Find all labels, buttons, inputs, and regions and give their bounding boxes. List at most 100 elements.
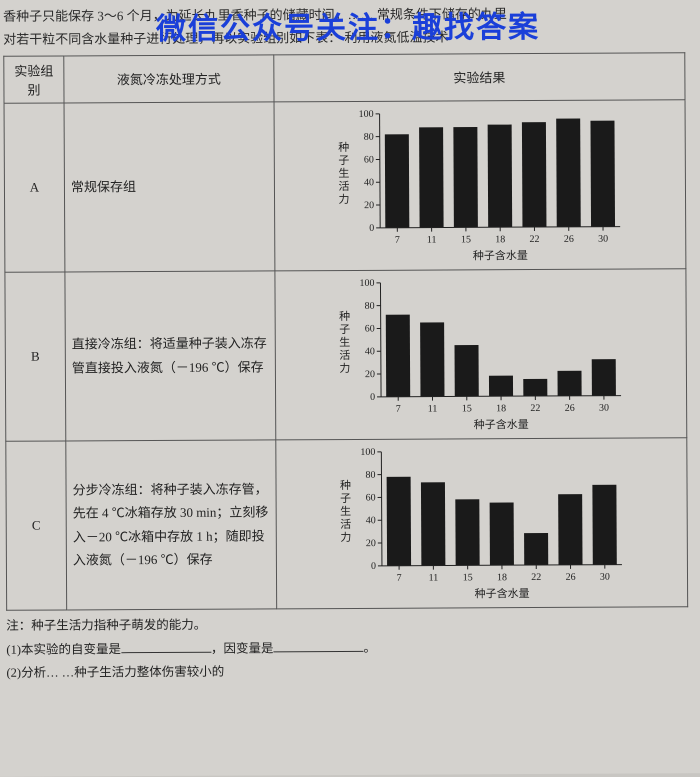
bar — [556, 118, 581, 226]
header-method: 液氮冷冻处理方式 — [64, 55, 274, 103]
bar — [524, 533, 548, 565]
svg-text:100: 100 — [359, 278, 374, 289]
note-line: (2)分析… …种子生活力整体伤害较小的 — [6, 659, 688, 686]
bar — [421, 482, 445, 565]
fill-blank[interactable] — [121, 640, 211, 653]
svg-text:80: 80 — [365, 469, 375, 480]
header-group: 实验组别 — [4, 56, 64, 103]
svg-text:20: 20 — [366, 538, 376, 549]
bar — [490, 502, 514, 565]
svg-text:22: 22 — [531, 572, 541, 583]
svg-text:子: 子 — [340, 492, 351, 505]
svg-text:40: 40 — [365, 346, 375, 357]
svg-text:0: 0 — [369, 223, 374, 234]
table-row: B直接冷冻组：将适量种子装入冻存管直接投入液氮（－196 ℃）保存 0 20 40 60… — [5, 269, 687, 442]
svg-text:活: 活 — [340, 518, 351, 531]
svg-text:26: 26 — [566, 572, 576, 583]
svg-text:子: 子 — [339, 323, 350, 336]
bar-chart-C: 0204060801007111518222630种子含水量种子生活力 — [331, 442, 632, 604]
bar — [522, 122, 547, 227]
bar — [420, 322, 444, 396]
svg-text:80: 80 — [365, 300, 375, 311]
svg-text:11: 11 — [428, 403, 438, 414]
svg-text:22: 22 — [530, 403, 540, 414]
svg-text:种: 种 — [338, 140, 349, 154]
header-result: 实验结果 — [274, 53, 685, 102]
svg-text:18: 18 — [496, 403, 506, 414]
watermark-text: 微信公众号关注：趣找答案 — [0, 1, 700, 49]
svg-text:26: 26 — [565, 403, 575, 414]
svg-text:子: 子 — [338, 154, 349, 167]
svg-text:种: 种 — [340, 478, 351, 492]
bar — [455, 499, 479, 565]
svg-text:11: 11 — [427, 234, 437, 245]
svg-text:力: 力 — [339, 362, 350, 375]
result-cell: 0 20 40 60 80 100 7 11 15 18 22 26 30 种子含水量 种子生活力 — [274, 100, 686, 271]
svg-text:种子含水量: 种子含水量 — [473, 248, 528, 262]
svg-text:60: 60 — [365, 323, 375, 334]
svg-text:40: 40 — [366, 515, 376, 526]
fill-blank[interactable] — [273, 639, 363, 652]
svg-text:26: 26 — [564, 234, 574, 245]
notes-section: 注：种子生活力指种子萌发的能力。(1)本实验的自变量是，因变量是。(2)分析… … — [6, 611, 688, 686]
svg-text:活: 活 — [339, 349, 350, 362]
bar-chart-B: 0 20 40 60 80 100 7 11 15 18 22 26 30 种子含水量 种子生活力 — [330, 273, 631, 435]
note-line: (1)本实验的自变量是，因变量是。 — [6, 635, 688, 662]
svg-text:7: 7 — [395, 235, 400, 246]
bar — [523, 379, 547, 396]
bar — [489, 375, 513, 396]
svg-text:种子含水量: 种子含水量 — [475, 586, 530, 600]
svg-text:40: 40 — [364, 177, 374, 188]
svg-text:生: 生 — [339, 335, 350, 349]
result-cell: 0 20 40 60 80 100 7 11 15 18 22 26 30 种子含水量 种子生活力 — [275, 269, 687, 440]
svg-text:种: 种 — [339, 309, 350, 323]
svg-text:100: 100 — [360, 447, 375, 458]
svg-text:60: 60 — [366, 492, 376, 503]
svg-text:7: 7 — [397, 573, 402, 584]
note-line: 注：种子生活力指种子萌发的能力。 — [6, 611, 688, 638]
bar-chart-A: 0 20 40 60 80 100 7 11 15 18 22 26 30 种子含水量 种子生活力 — [330, 104, 631, 266]
bar — [590, 120, 615, 226]
group-cell: B — [5, 272, 66, 441]
svg-text:力: 力 — [340, 531, 351, 544]
svg-text:30: 30 — [599, 402, 609, 413]
bar — [592, 359, 616, 396]
table-row: C分步冷冻组：将种子装入冻存管，先在 4 ℃冰箱存放 30 min；立刻移入－2… — [6, 438, 688, 611]
bar — [455, 345, 479, 396]
group-cell: C — [6, 441, 67, 610]
result-cell: 0204060801007111518222630种子含水量种子生活力 — [276, 438, 688, 609]
svg-text:22: 22 — [529, 234, 539, 245]
svg-text:0: 0 — [371, 561, 376, 572]
svg-text:15: 15 — [462, 403, 472, 414]
svg-text:30: 30 — [598, 233, 608, 244]
bar — [386, 314, 410, 396]
svg-text:18: 18 — [495, 234, 505, 245]
svg-text:生: 生 — [340, 504, 351, 518]
bar — [592, 485, 616, 565]
svg-text:15: 15 — [463, 572, 473, 583]
svg-text:0: 0 — [370, 392, 375, 403]
svg-text:60: 60 — [364, 154, 374, 165]
bar — [453, 127, 478, 227]
table-row: A常规保存组 0 20 40 60 80 100 7 11 15 18 22 26 30 种子含水量 种子生活… — [4, 100, 686, 273]
svg-text:100: 100 — [359, 109, 374, 120]
bar — [557, 370, 581, 395]
svg-text:种子含水量: 种子含水量 — [474, 417, 529, 431]
svg-text:7: 7 — [396, 404, 401, 415]
svg-text:20: 20 — [365, 369, 375, 380]
bar — [488, 124, 513, 227]
svg-text:11: 11 — [429, 572, 439, 583]
bar — [419, 127, 444, 227]
svg-text:80: 80 — [364, 131, 374, 142]
group-cell: A — [4, 103, 65, 272]
svg-text:力: 力 — [338, 193, 349, 206]
method-cell: 直接冷冻组：将适量种子装入冻存管直接投入液氮（－196 ℃）保存 — [65, 271, 276, 441]
svg-text:生: 生 — [338, 166, 349, 180]
svg-text:活: 活 — [338, 180, 349, 193]
svg-text:15: 15 — [461, 234, 471, 245]
bar — [387, 477, 411, 566]
experiment-table: 实验组别 液氮冷冻处理方式 实验结果 A常规保存组 0 20 40 60 80 100 7 11… — [3, 52, 688, 611]
method-cell: 分步冷冻组：将种子装入冻存管，先在 4 ℃冰箱存放 30 min；立刻移入－20… — [66, 440, 277, 610]
method-cell: 常规保存组 — [64, 102, 275, 272]
svg-text:20: 20 — [364, 200, 374, 211]
